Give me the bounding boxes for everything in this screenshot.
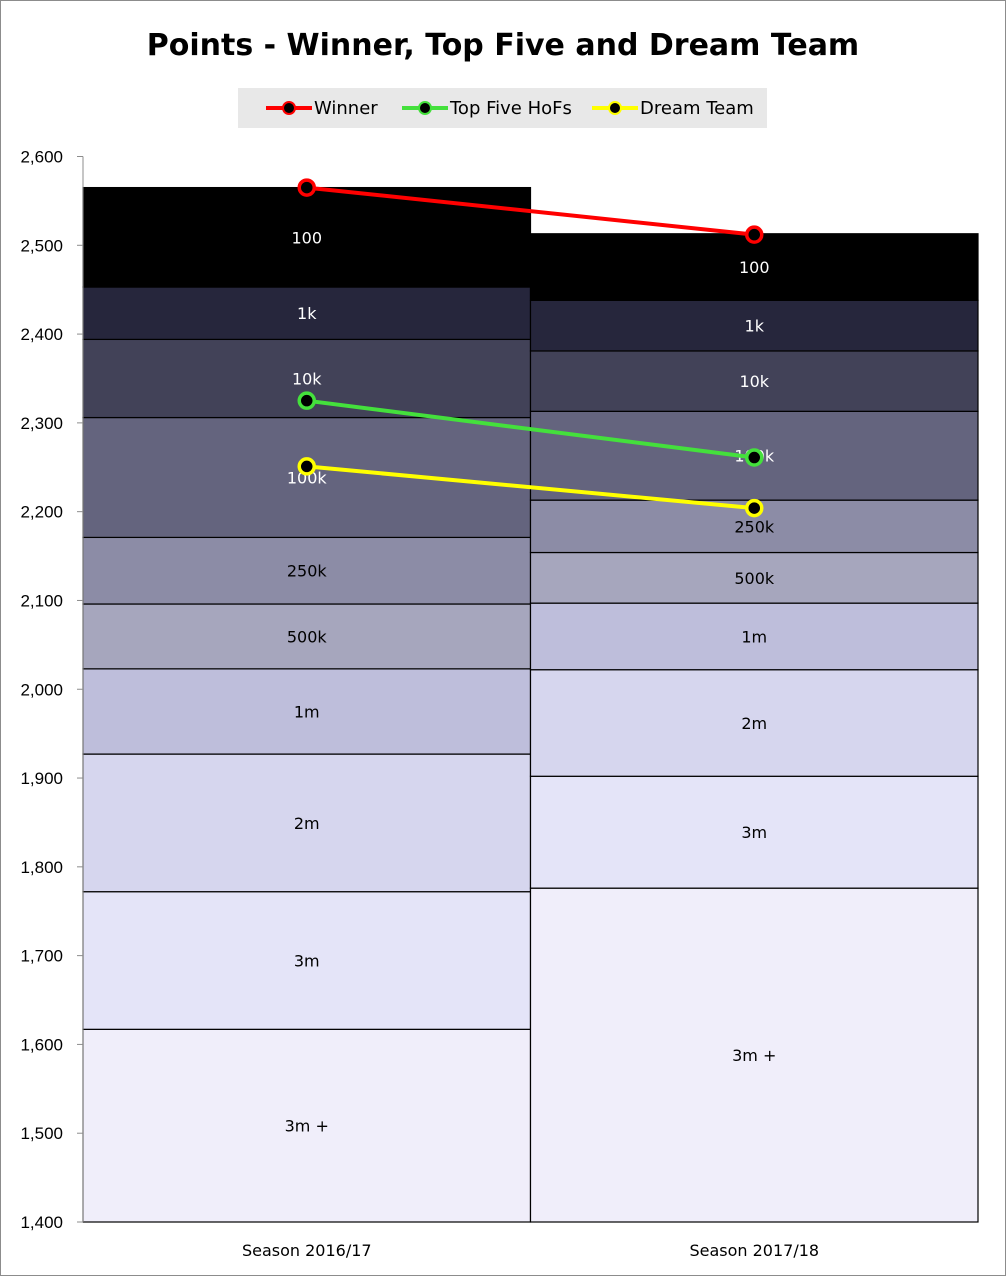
band-label-2-1m: 1m (741, 627, 767, 646)
y-tick-label: 2,300 (20, 414, 63, 433)
band-segment-1-1m (82, 668, 532, 755)
legend: Winner Top Five HoFs Dream Team (238, 88, 767, 128)
legend-item-winner: Winner (266, 88, 378, 128)
legend-marker-dream-team (592, 98, 638, 118)
band-label-2-3m: 3m (741, 823, 767, 842)
band-label-1-3m: 3m (294, 952, 320, 971)
series-layer (297, 178, 764, 518)
band-segment-2-1k (529, 299, 979, 352)
band-label-2-1k: 1k (745, 317, 765, 336)
band-label-2-3m: 3m + (732, 1046, 776, 1065)
band-label-1-250k: 250k (287, 562, 328, 581)
band-label-1-1m: 1m (294, 702, 320, 721)
series-line-dream-team (306, 464, 755, 511)
band-label-2-100: 100 (739, 258, 770, 277)
y-tick-label: 2,100 (20, 591, 63, 610)
series-point-dream-team-1 (297, 457, 316, 476)
y-tick-label: 2,400 (20, 325, 63, 344)
legend-item-top-five: Top Five HoFs (402, 88, 572, 128)
band-segment-1-3m (82, 891, 532, 1030)
band-label-1-100: 100 (291, 228, 322, 247)
chart-title: Points - Winner, Top Five and Dream Team (146, 28, 860, 63)
y-tick-label: 2,000 (20, 680, 63, 699)
y-tick-label: 2,500 (20, 236, 63, 255)
band-label-1-2m: 2m (294, 814, 320, 833)
band-segment-2-2m (529, 669, 979, 777)
x-tick-label: Season 2017/18 (689, 1241, 819, 1260)
x-axis: Season 2016/17 Season 2017/18 (242, 1241, 819, 1260)
series-point-winner-1 (297, 178, 316, 197)
y-tick-label: 1,600 (20, 1035, 63, 1054)
y-tick-label: 1,400 (20, 1213, 63, 1232)
y-tick-label: 1,800 (20, 858, 63, 877)
series-point-top-five-hofs-1 (297, 391, 316, 410)
band-segment-1-500k (82, 603, 532, 670)
band-segment-2-3m (529, 887, 979, 1223)
legend-item-dream-team: Dream Team (592, 88, 754, 128)
legend-marker-winner (266, 98, 312, 118)
series-point-top-five-hofs-2 (745, 448, 764, 467)
legend-label-winner: Winner (314, 97, 378, 119)
band-label-2-2m: 2m (741, 714, 767, 733)
legend-marker-top-five (402, 98, 448, 118)
y-tick-label: 2,200 (20, 503, 63, 522)
series-point-dream-team-2 (745, 498, 764, 518)
series-point-winner-2 (745, 225, 764, 244)
series-line-winner (306, 185, 755, 237)
band-segment-1-100k (82, 416, 532, 539)
band-label-2-10k: 10k (739, 372, 769, 391)
y-tick-label: 2,600 (20, 148, 63, 167)
band-label-1-10k: 10k (292, 369, 322, 388)
legend-label-top-five: Top Five HoFs (450, 97, 572, 119)
y-tick-label: 1,700 (20, 947, 63, 966)
band-segment-2-1m (529, 602, 979, 671)
legend-label-dream-team: Dream Team (640, 97, 754, 119)
y-axis: 1,400 1,500 1,600 1,700 1,800 1,900 2,000 2,100… (20, 148, 84, 1232)
band-segment-2-3m (529, 775, 979, 889)
band-label-1-1k: 1k (297, 304, 317, 323)
y-tick-label: 1,900 (20, 769, 63, 788)
band-segment-2-500k (529, 551, 979, 604)
band-label-1-3m: 3m + (285, 1117, 329, 1136)
band-segment-2-10k (529, 350, 979, 412)
band-label-1-100k: 100k (287, 468, 328, 487)
band-label-1-500k: 500k (287, 627, 328, 646)
x-tick-label: Season 2016/17 (242, 1241, 372, 1260)
band-label-2-250k: 250k (734, 517, 775, 536)
band-segment-2-100 (529, 233, 979, 301)
series-line-top-five-hofs (306, 398, 755, 460)
bands-layer: 3m + 3m 2m 1m 500k 250k 100k 10k 1k 100 3m + 3m 2m 1m… (82, 186, 979, 1223)
band-label-2-500k: 500k (734, 569, 775, 588)
y-tick-label: 1,500 (20, 1124, 63, 1143)
